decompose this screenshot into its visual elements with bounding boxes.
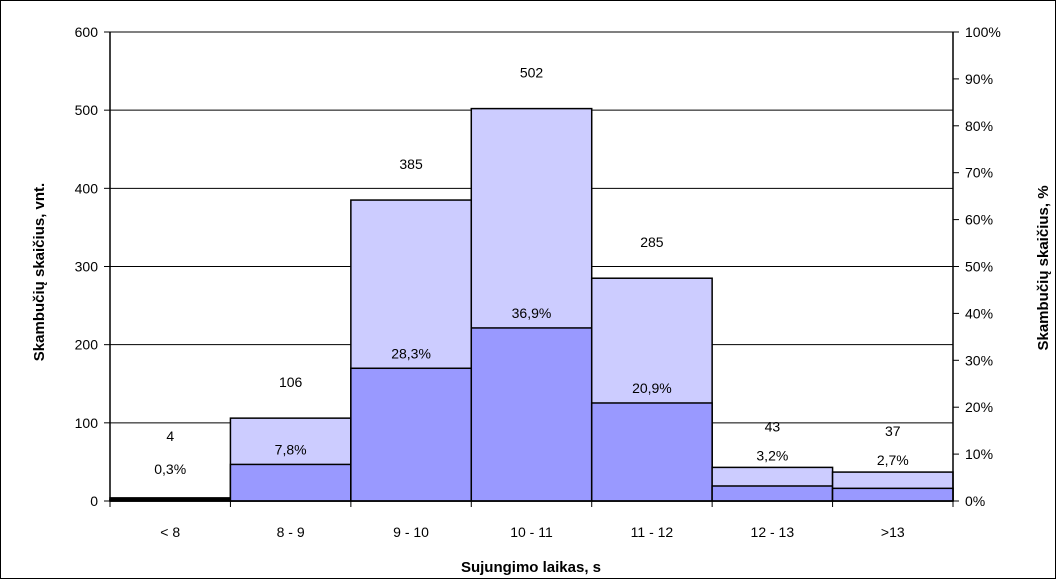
count-value-label: 285: [640, 234, 664, 250]
count-value-label: 4: [166, 428, 174, 444]
x-tick-label: 12 - 13: [751, 524, 795, 540]
y2-tick-label: 10%: [965, 446, 993, 462]
percent-value-label: 3,2%: [756, 447, 788, 463]
count-value-label: 385: [399, 156, 423, 172]
x-axis-title: Sujungimo laikas, s: [461, 559, 601, 576]
y-tick-label: 400: [75, 180, 99, 196]
y2-tick-label: 30%: [965, 352, 993, 368]
y2-tick-label: 80%: [965, 118, 993, 134]
percent-value-label: 36,9%: [512, 305, 552, 321]
count-value-label: 43: [765, 418, 781, 434]
bar-percent: [831, 487, 954, 502]
y-tick-label: 100: [75, 415, 99, 431]
labels: 0 100 200 300 400 500 600 0% 10% 20% 30% 40% 50% 60% 7…: [75, 24, 1001, 540]
x-tick-label: 8 - 9: [277, 524, 305, 540]
y2-tick-label: 100%: [965, 24, 1001, 40]
percent-value-label: 2,7%: [877, 452, 909, 468]
y-tick-label: 0: [90, 493, 98, 509]
bar-percent: [470, 327, 593, 502]
y-tick-label: 600: [75, 24, 99, 40]
bar-percent: [590, 402, 713, 502]
axes: [104, 31, 959, 507]
y2-tick-label: 70%: [965, 165, 993, 181]
percent-value-label: 20,9%: [632, 380, 672, 396]
y-tick-label: 300: [75, 259, 99, 275]
y-axis-title: Skambučių skaičius, vnt.: [31, 183, 48, 361]
percent-value-label: 0,3%: [154, 461, 186, 477]
y-tick-label: 200: [75, 337, 99, 353]
bar-percent: [711, 485, 834, 502]
percent-value-label: 28,3%: [391, 345, 431, 361]
y2-tick-label: 90%: [965, 71, 993, 87]
percent-value-label: 7,8%: [275, 441, 307, 457]
y-tick-label: 500: [75, 102, 99, 118]
y2-tick-label: 0%: [965, 493, 985, 509]
x-tick-label: 10 - 11: [510, 524, 553, 540]
x-tick-label: < 8: [160, 524, 180, 540]
count-value-label: 37: [885, 423, 901, 439]
bars: [109, 107, 954, 502]
y2-tick-label: 20%: [965, 399, 993, 415]
bar-percent: [229, 463, 352, 502]
bar-percent: [350, 367, 473, 502]
y2-tick-label: 50%: [965, 259, 993, 275]
x-tick-label: >13: [881, 524, 905, 540]
x-tick-label: 11 - 12: [631, 524, 674, 540]
x-tick-label: 9 - 10: [393, 524, 429, 540]
count-value-label: 502: [520, 65, 544, 81]
y2-axis-title: Skambučių skaičius, %: [1035, 185, 1052, 350]
y2-tick-label: 60%: [965, 212, 993, 228]
count-value-label: 106: [279, 374, 303, 390]
y2-tick-label: 40%: [965, 305, 993, 321]
